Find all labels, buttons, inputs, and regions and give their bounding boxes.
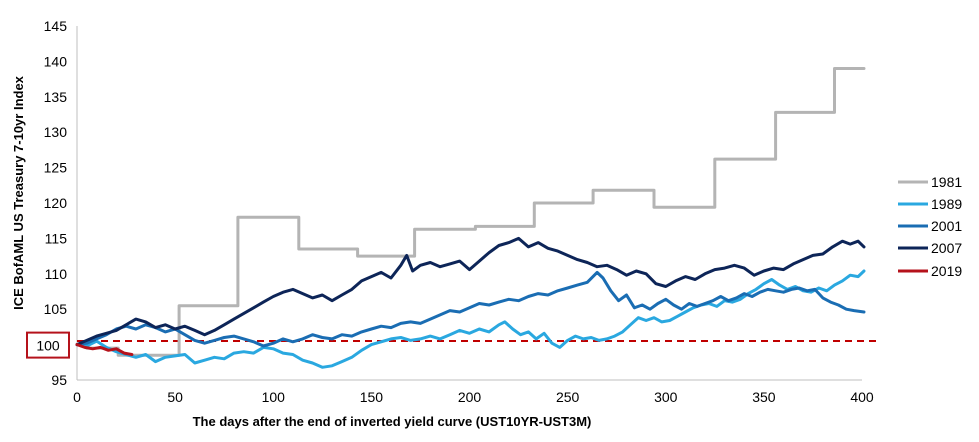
x-tick-label: 400	[850, 389, 874, 405]
y-tick-label: 105	[44, 301, 68, 317]
x-tick-label: 200	[458, 389, 482, 405]
legend-label-1981: 1981	[931, 174, 962, 190]
y-tick-label: 120	[44, 195, 68, 211]
series-line-2007	[75, 236, 866, 347]
y-tick-label: 115	[45, 230, 68, 246]
x-tick-label: 0	[73, 389, 81, 405]
legend-label-2019: 2019	[931, 263, 962, 279]
y-tick-label: 135	[44, 89, 68, 105]
y-tick-label: 125	[44, 160, 68, 176]
x-tick-label: 100	[262, 389, 286, 405]
y-tick-label: 110	[45, 266, 68, 282]
x-axis-title: The days after the end of inverted yield…	[193, 414, 592, 429]
x-tick-label: 150	[360, 389, 384, 405]
legend-label-1989: 1989	[931, 196, 962, 212]
legend-label-2001: 2001	[931, 218, 962, 234]
y-tick-label: 130	[44, 124, 68, 140]
series-line-1989	[75, 269, 866, 369]
series-line-2001	[75, 270, 866, 348]
series-line-2019	[75, 343, 134, 356]
highlighted-y-tick-label: 100	[36, 338, 60, 354]
x-tick-label: 350	[752, 389, 776, 405]
x-tick-label: 300	[654, 389, 678, 405]
y-tick-label: 95	[51, 372, 67, 388]
x-tick-label: 250	[556, 389, 580, 405]
x-tick-label: 50	[167, 389, 183, 405]
highlight-box	[26, 331, 70, 359]
y-tick-label: 145	[44, 18, 68, 34]
legend-label-2007: 2007	[931, 240, 962, 256]
y-tick-label: 140	[44, 53, 68, 69]
series-line-1981	[75, 67, 866, 357]
y-axis-title: ICE BofAML US Treasury 7-10yr Index	[11, 75, 26, 310]
